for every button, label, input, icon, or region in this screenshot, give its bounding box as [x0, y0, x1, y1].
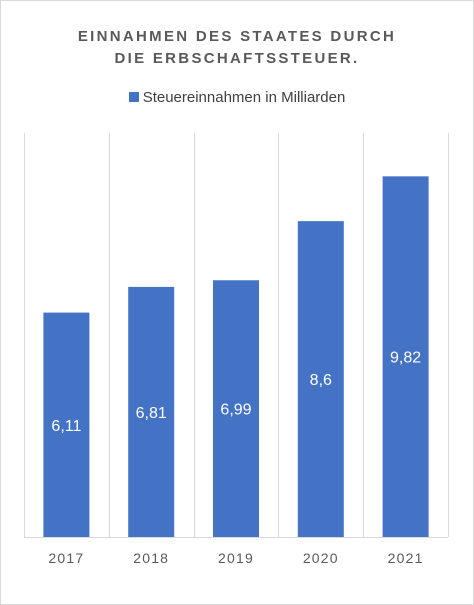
x-tick-2021: 2021: [388, 550, 424, 566]
chart-title-line-2: DIE ERBSCHAFTSSTEUER.: [114, 50, 360, 67]
bar-2020: [297, 221, 344, 538]
x-tick-2020: 2020: [303, 550, 339, 566]
legend-label: Steuereinnahmen in Milliarden: [142, 89, 346, 106]
data-label-2018: 6,81: [136, 405, 167, 422]
x-tick-2019: 2019: [218, 550, 254, 566]
data-label-2020: 8,6: [310, 372, 332, 389]
chart-legend: Steuereinnahmen in Milliarden: [0, 89, 474, 107]
bar-2018: [128, 286, 175, 537]
chart-title: EINNAHMEN DES STAATES DURCH DIE ERBSCHAF…: [0, 26, 474, 70]
data-label-2021: 9,82: [390, 350, 421, 367]
x-tick-2017: 2017: [48, 550, 84, 566]
chart-title-line-1: EINNAHMEN DES STAATES DURCH: [77, 28, 397, 45]
bar-2021: [382, 176, 429, 537]
data-label-2019: 6,99: [220, 402, 251, 419]
bar-2017: [43, 312, 90, 537]
legend-swatch: [128, 92, 139, 102]
bar-2019: [213, 280, 259, 537]
x-tick-2018: 2018: [133, 550, 169, 566]
data-label-2017: 6,11: [51, 418, 81, 435]
